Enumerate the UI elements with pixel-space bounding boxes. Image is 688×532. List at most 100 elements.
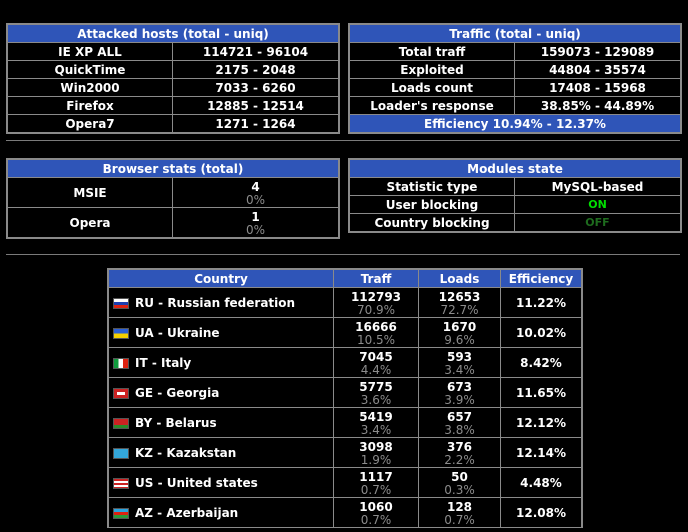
loads-percent: 2.2% <box>444 452 475 467</box>
browser-name: MSIE <box>7 177 173 208</box>
us-flag-icon <box>113 477 129 489</box>
traff-value: 7045 <box>359 349 393 364</box>
table-row: UA - Ukraine 16666 10.5% 1670 9.6% 10.02% <box>108 317 582 348</box>
efficiency-row: Efficiency 10.94% - 12.37% <box>349 114 681 133</box>
row-label: Total traff <box>349 42 515 61</box>
efficiency-cell: 11.22% <box>500 287 582 318</box>
country-name: IT - Italy <box>135 355 192 370</box>
browser-count-cell: 1 0% <box>172 207 339 238</box>
efficiency-cell: 12.14% <box>500 437 582 468</box>
loads-value: 376 <box>446 439 473 454</box>
traff-cell: 1117 0.7% <box>333 467 419 498</box>
user-blocking-status: ON <box>514 195 681 214</box>
country-name: GE - Georgia <box>135 385 220 400</box>
loads-value: 657 <box>446 409 473 424</box>
table-row: IE XP ALL 114721 - 96104 <box>7 42 339 61</box>
module-name: Country blocking <box>349 213 515 232</box>
country-cell: GE - Georgia <box>108 377 334 408</box>
country-name: US - United states <box>135 475 258 490</box>
modules-state-panel: Modules state Statistic type MySQL-based … <box>348 158 682 233</box>
row-label: Exploited <box>349 60 515 79</box>
efficiency-cell: 8.42% <box>500 347 582 378</box>
loads-percent: 3.4% <box>444 362 475 377</box>
modules-state-table: Modules state Statistic type MySQL-based … <box>349 159 681 232</box>
traff-value: 1060 <box>359 499 393 514</box>
ru-flag-icon <box>113 297 129 309</box>
efficiency-cell: 12.08% <box>500 497 582 528</box>
traff-value: 16666 <box>355 319 397 334</box>
traff-percent: 0.7% <box>360 512 392 527</box>
table-row: Exploited 44804 - 35574 <box>349 60 681 79</box>
row-value: 159073 - 129089 <box>514 42 681 61</box>
country-stats-table: Country Traff Loads Efficiency RU - Russ… <box>108 269 582 528</box>
table-row: Opera 1 0% <box>7 207 339 238</box>
row-label: Win2000 <box>7 78 173 97</box>
attacked-hosts-table: Attacked hosts (total - uniq) IE XP ALL 1… <box>7 24 339 133</box>
row-label: Opera7 <box>7 114 173 133</box>
table-row: Win2000 7033 - 6260 <box>7 78 339 97</box>
table-row: GE - Georgia 5775 3.6% 673 3.9% 11.65% <box>108 377 582 408</box>
table-row: US - United states 1117 0.7% 50 0.3% 4.48% <box>108 467 582 498</box>
country-cell: KZ - Kazakstan <box>108 437 334 468</box>
table-row: AZ - Azerbaijan 1060 0.7% 128 0.7% 12.08% <box>108 497 582 528</box>
browser-count-cell: 4 0% <box>172 177 339 208</box>
column-header-efficiency: Efficiency <box>500 269 582 288</box>
traffic-panel: Traffic (total - uniq) Total traff 159073… <box>348 23 682 134</box>
browser-percent: 0% <box>245 222 266 237</box>
country-name: AZ - Azerbaijan <box>135 505 239 520</box>
browser-stats-title: Browser stats (total) <box>7 159 339 178</box>
country-stats-panel: Country Traff Loads Efficiency RU - Russ… <box>107 268 583 528</box>
row-value: 114721 - 96104 <box>172 42 339 61</box>
country-name: KZ - Kazakstan <box>135 445 237 460</box>
loads-percent: 3.8% <box>444 422 475 437</box>
traff-value: 1117 <box>359 469 393 484</box>
browser-name: Opera <box>7 207 173 238</box>
traff-percent: 1.9% <box>360 452 392 467</box>
loads-value: 1670 <box>442 319 477 334</box>
traff-cell: 7045 4.4% <box>333 347 419 378</box>
row-value: 17408 - 15968 <box>514 78 681 97</box>
table-row: Firefox 12885 - 12514 <box>7 96 339 115</box>
table-row: KZ - Kazakstan 3098 1.9% 376 2.2% 12.14% <box>108 437 582 468</box>
traffic-title: Traffic (total - uniq) <box>349 24 681 43</box>
efficiency-cell: 12.12% <box>500 407 582 438</box>
column-header-loads: Loads <box>418 269 501 288</box>
loads-cell: 128 0.7% <box>418 497 501 528</box>
traff-value: 112793 <box>350 289 402 304</box>
country-blocking-status: OFF <box>514 213 681 232</box>
country-cell: UA - Ukraine <box>108 317 334 348</box>
row-value: 7033 - 6260 <box>172 78 339 97</box>
module-name: Statistic type <box>349 177 515 196</box>
attacked-hosts-panel: Attacked hosts (total - uniq) IE XP ALL 1… <box>6 23 340 134</box>
row-label: IE XP ALL <box>7 42 173 61</box>
traff-cell: 1060 0.7% <box>333 497 419 528</box>
table-row: IT - Italy 7045 4.4% 593 3.4% 8.42% <box>108 347 582 378</box>
country-cell: BY - Belarus <box>108 407 334 438</box>
browser-count: 4 <box>251 179 260 194</box>
row-label: Loads count <box>349 78 515 97</box>
row-value: 44804 - 35574 <box>514 60 681 79</box>
row-value: 2175 - 2048 <box>172 60 339 79</box>
ua-flag-icon <box>113 327 129 339</box>
loads-value: 50 <box>451 469 468 484</box>
az-flag-icon <box>113 507 129 519</box>
table-row: Loader's response 38.85% - 44.89% <box>349 96 681 115</box>
efficiency-cell: 11.65% <box>500 377 582 408</box>
row-value: 12885 - 12514 <box>172 96 339 115</box>
loads-value: 593 <box>446 349 473 364</box>
module-name: User blocking <box>349 195 515 214</box>
loads-value: 673 <box>446 379 473 394</box>
traff-percent: 10.5% <box>356 332 396 347</box>
browser-count: 1 <box>251 209 260 224</box>
row-label: Firefox <box>7 96 173 115</box>
country-name: BY - Belarus <box>135 415 217 430</box>
loads-cell: 376 2.2% <box>418 437 501 468</box>
table-row: RU - Russian federation 112793 70.9% 12653 7… <box>108 287 582 318</box>
traffic-table: Traffic (total - uniq) Total traff 159073… <box>349 24 681 133</box>
table-row: Statistic type MySQL-based <box>349 177 681 196</box>
traff-value: 5775 <box>359 379 393 394</box>
traff-percent: 3.4% <box>360 422 392 437</box>
kz-flag-icon <box>113 447 129 459</box>
loads-cell: 12653 72.7% <box>418 287 501 318</box>
loads-percent: 3.9% <box>444 392 475 407</box>
